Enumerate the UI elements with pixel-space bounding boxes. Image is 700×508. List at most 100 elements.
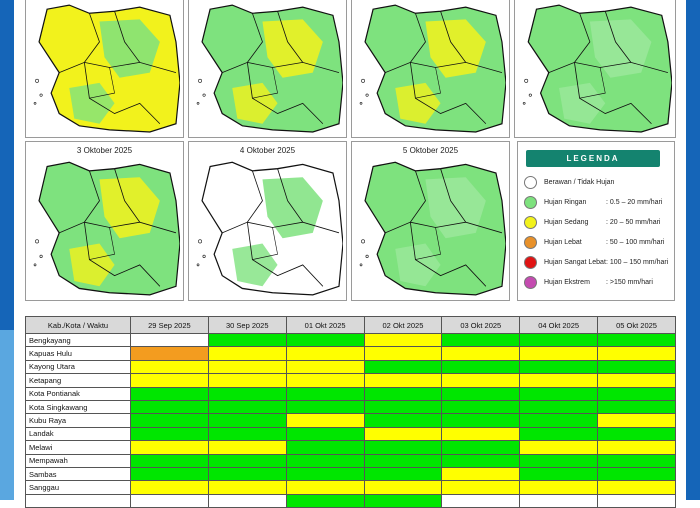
forecast-cell [597, 493, 676, 508]
forecast-cell [130, 440, 209, 455]
map-svg [518, 1, 672, 134]
table-row: Mempawah [25, 453, 676, 468]
forecast-cell [207, 493, 287, 508]
forecast-cell [285, 413, 365, 428]
forecast-cell [130, 373, 209, 388]
forecast-cell [285, 346, 365, 361]
rainfall-map [29, 158, 180, 297]
table-row: Kapuas Hulu [25, 346, 676, 361]
forecast-cell [207, 399, 287, 415]
legend-label: Hujan Ringan [544, 199, 587, 206]
legend-range: : >150 mm/hari [606, 279, 653, 286]
forecast-cell [519, 480, 599, 495]
forecast-cell [441, 453, 521, 468]
legend-label: Hujan Ekstrem [544, 279, 590, 286]
forecast-cell [285, 386, 365, 401]
map-svg [355, 1, 506, 134]
forecast-cell [519, 332, 599, 348]
table-row: Kota Singkawang [25, 399, 676, 415]
map-svg [355, 158, 506, 297]
map-panel-1 [25, 0, 184, 138]
forecast-cell [207, 466, 287, 482]
forecast-cell [363, 386, 443, 401]
forecast-cell [130, 413, 209, 428]
legend-box: LEGENDA Berawan / Tidak Hujan Hujan Ring… [517, 141, 675, 301]
forecast-cell [519, 466, 599, 482]
rainfall-map [192, 158, 343, 297]
header-date: 29 Sep 2025 [130, 316, 209, 334]
swatch-yellow-icon [524, 216, 537, 229]
forecast-cell [363, 453, 443, 468]
forecast-cell [207, 359, 287, 375]
forecast-cell [285, 453, 365, 468]
region-name-cell: Mempawah [25, 453, 131, 468]
map-date-title: 5 Oktober 2025 [402, 146, 459, 155]
header-date: 03 Okt 2025 [441, 316, 521, 334]
forecast-cell [130, 332, 209, 348]
forecast-cell [597, 346, 676, 361]
region-name-cell: Kubu Raya [25, 413, 131, 428]
forecast-cell [597, 480, 676, 495]
forecast-cell [597, 386, 676, 401]
forecast-cell [130, 480, 209, 495]
map-panel-4 [514, 0, 676, 138]
map-date-title: 3 Oktober 2025 [76, 146, 133, 155]
forecast-cell [597, 332, 676, 348]
table-row: Sanggau [25, 480, 676, 495]
header-region: Kab./Kota / Waktu [25, 316, 131, 334]
forecast-cell [285, 359, 365, 375]
forecast-cell [363, 359, 443, 375]
map-svg [29, 158, 180, 297]
forecast-cell [285, 493, 365, 508]
forecast-cell [519, 359, 599, 375]
forecast-cell [363, 480, 443, 495]
forecast-cell [597, 413, 676, 428]
header-date: 30 Sep 2025 [207, 316, 287, 334]
map-panel-2 [188, 0, 347, 138]
forecast-cell [207, 332, 287, 348]
forecast-cell [207, 440, 287, 455]
header-date: 04 Okt 2025 [519, 316, 599, 334]
forecast-cell [597, 440, 676, 455]
forecast-cell [363, 399, 443, 415]
forecast-cell [363, 373, 443, 388]
forecast-cell [207, 373, 287, 388]
map-panel-6: 4 Oktober 2025 [188, 141, 347, 301]
forecast-cell [597, 373, 676, 388]
forecast-cell [363, 440, 443, 455]
table-row: Kubu Raya [25, 413, 676, 428]
swatch-red-icon [524, 256, 537, 269]
map-date-title: 4 Oktober 2025 [239, 146, 296, 155]
forecast-cell [519, 373, 599, 388]
forecast-cell [441, 386, 521, 401]
forecast-cell [597, 399, 676, 415]
legend-title: LEGENDA [526, 150, 660, 167]
table-row [25, 493, 676, 508]
forecast-cell [363, 413, 443, 428]
map-panel-3 [351, 0, 510, 138]
forecast-cell [130, 493, 209, 508]
swatch-orange-icon [524, 236, 537, 249]
table-row: Sambas [25, 466, 676, 482]
forecast-cell [363, 426, 443, 442]
forecast-cell [441, 426, 521, 442]
map-svg [192, 1, 343, 134]
forecast-cell [363, 466, 443, 482]
swatch-light-green-icon [524, 196, 537, 209]
rainfall-map [355, 1, 506, 134]
forecast-cell [441, 359, 521, 375]
forecast-cell [285, 440, 365, 455]
forecast-cell [207, 453, 287, 468]
table-row: Kota Pontianak [25, 386, 676, 401]
region-name-cell: Kota Singkawang [25, 399, 131, 415]
forecast-cell [441, 466, 521, 482]
forecast-cell [363, 493, 443, 508]
legend-label: Hujan Lebat [544, 239, 582, 246]
forecast-cell [285, 332, 365, 348]
forecast-cell [441, 493, 521, 508]
forecast-cell [597, 466, 676, 482]
table-row: Ketapang [25, 373, 676, 388]
forecast-cell [519, 426, 599, 442]
header-date: 01 Okt 2025 [285, 316, 365, 334]
region-name-cell: Kota Pontianak [25, 386, 131, 401]
